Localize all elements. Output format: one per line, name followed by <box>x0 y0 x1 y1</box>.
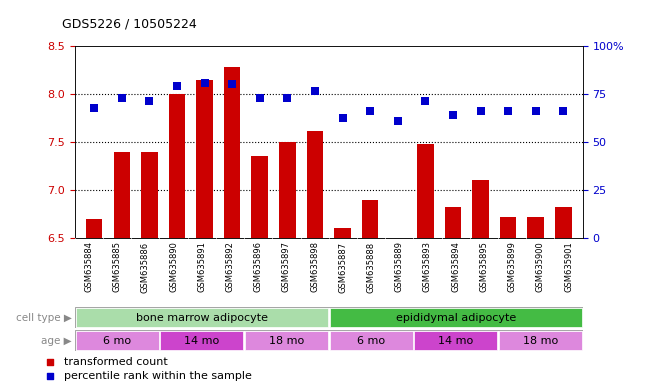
Text: GSM635898: GSM635898 <box>310 242 319 293</box>
Text: 18 mo: 18 mo <box>523 336 558 346</box>
Text: 18 mo: 18 mo <box>269 336 304 346</box>
Point <box>172 83 182 89</box>
Bar <box>499 331 582 350</box>
Bar <box>169 94 186 238</box>
Bar <box>329 331 413 350</box>
Point <box>531 108 541 114</box>
Text: GDS5226 / 10505224: GDS5226 / 10505224 <box>62 18 197 31</box>
Text: GSM635891: GSM635891 <box>197 242 206 292</box>
Bar <box>414 331 497 350</box>
Bar <box>76 308 328 327</box>
Bar <box>362 200 378 238</box>
Point <box>282 95 292 101</box>
Text: GSM635893: GSM635893 <box>423 242 432 293</box>
Bar <box>555 207 572 238</box>
Point <box>45 373 55 379</box>
Text: GSM635894: GSM635894 <box>451 242 460 292</box>
Text: transformed count: transformed count <box>64 358 168 367</box>
Text: GSM635896: GSM635896 <box>254 242 263 293</box>
Text: 6 mo: 6 mo <box>357 336 385 346</box>
Point <box>393 118 403 124</box>
Text: GSM635884: GSM635884 <box>85 242 94 293</box>
Bar <box>76 331 159 350</box>
Point <box>45 359 55 366</box>
Bar <box>113 152 130 238</box>
Text: GSM635888: GSM635888 <box>367 242 376 293</box>
Bar <box>160 331 243 350</box>
Text: percentile rank within the sample: percentile rank within the sample <box>64 371 252 381</box>
Text: 6 mo: 6 mo <box>103 336 132 346</box>
Bar <box>279 142 296 238</box>
Point <box>475 108 486 114</box>
Text: GSM635890: GSM635890 <box>169 242 178 292</box>
Text: GSM635892: GSM635892 <box>225 242 234 292</box>
Text: GSM635886: GSM635886 <box>141 242 150 293</box>
Bar <box>86 219 102 238</box>
Point <box>365 108 376 114</box>
Point <box>448 112 458 118</box>
Bar <box>445 207 461 238</box>
Text: GSM635901: GSM635901 <box>564 242 573 292</box>
Point <box>255 95 265 101</box>
Point <box>117 95 127 101</box>
Bar <box>307 131 324 238</box>
Point <box>503 108 514 114</box>
Text: GSM635897: GSM635897 <box>282 242 291 293</box>
Text: GSM635900: GSM635900 <box>536 242 545 292</box>
Bar <box>334 228 351 238</box>
Bar <box>500 217 516 238</box>
Text: GSM635899: GSM635899 <box>508 242 517 292</box>
Bar <box>527 217 544 238</box>
Text: bone marrow adipocyte: bone marrow adipocyte <box>136 313 268 323</box>
Bar <box>251 157 268 238</box>
Point <box>558 108 568 114</box>
Text: GSM635885: GSM635885 <box>113 242 122 293</box>
Bar <box>197 79 213 238</box>
Point <box>89 106 100 112</box>
Bar <box>224 67 240 238</box>
Point <box>337 115 348 121</box>
Bar <box>245 331 328 350</box>
Point <box>144 98 154 104</box>
Bar <box>141 152 158 238</box>
Bar <box>472 180 489 238</box>
Point <box>420 98 430 104</box>
Text: GSM635889: GSM635889 <box>395 242 404 293</box>
Text: age ▶: age ▶ <box>41 336 72 346</box>
Point <box>199 79 210 86</box>
Text: GSM635887: GSM635887 <box>339 242 348 293</box>
Text: 14 mo: 14 mo <box>184 336 219 346</box>
Bar <box>329 308 582 327</box>
Text: cell type ▶: cell type ▶ <box>16 313 72 323</box>
Point <box>227 81 238 88</box>
Point <box>310 88 320 94</box>
Text: epididymal adipocyte: epididymal adipocyte <box>396 313 516 323</box>
Text: 14 mo: 14 mo <box>438 336 473 346</box>
Text: GSM635895: GSM635895 <box>479 242 488 292</box>
Bar <box>417 144 434 238</box>
